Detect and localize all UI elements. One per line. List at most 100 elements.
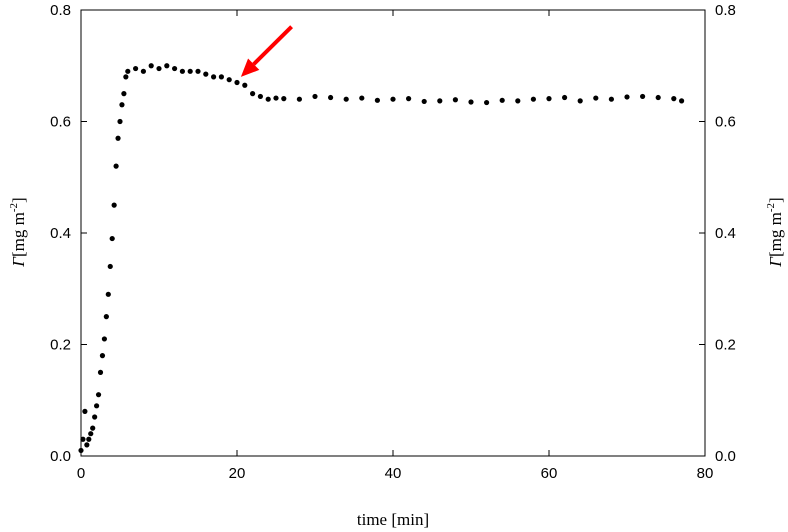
data-point — [374, 97, 380, 103]
data-points — [78, 63, 685, 454]
x-tick-labels: 0 20 40 60 80 — [77, 465, 714, 482]
data-point — [211, 74, 217, 80]
data-point — [390, 96, 396, 102]
data-point — [101, 336, 107, 342]
data-point — [164, 63, 170, 69]
data-point — [92, 414, 98, 420]
data-point — [97, 369, 104, 375]
data-point — [90, 425, 96, 431]
data-point — [103, 314, 109, 320]
y-right-tick-label: 0.8 — [715, 2, 736, 19]
y-right-axis-symbol: Γ — [766, 256, 785, 268]
y-right-tick-labels: 0.0 0.2 0.4 0.6 0.8 — [715, 2, 736, 465]
data-point — [468, 99, 474, 105]
data-point — [343, 96, 349, 102]
y-tick-label: 0.0 — [50, 448, 71, 465]
data-point — [226, 77, 232, 83]
y-right-tick-label: 0.6 — [715, 114, 736, 131]
x-axis-title: time [min] — [357, 510, 429, 529]
data-point — [105, 291, 111, 297]
data-point — [312, 93, 318, 100]
data-point — [562, 94, 568, 101]
data-point — [218, 74, 224, 80]
data-point — [140, 68, 146, 74]
data-point — [624, 94, 630, 100]
y-axis-unit: [mg m — [9, 212, 28, 257]
data-point — [133, 65, 139, 72]
data-point — [640, 93, 646, 100]
y-tick-label: 0.6 — [50, 114, 71, 131]
data-point — [608, 96, 615, 102]
x-tick-label: 40 — [385, 465, 402, 482]
axis-ticks — [80, 9, 706, 457]
data-point — [95, 392, 102, 398]
data-point — [115, 135, 121, 141]
data-point — [359, 95, 365, 101]
data-point — [515, 98, 521, 104]
y-right-tick-label: 0.2 — [715, 337, 736, 354]
data-point — [406, 96, 412, 102]
data-point — [156, 65, 162, 72]
y-right-tick-label: 0.0 — [715, 448, 736, 465]
x-tick-label: 80 — [697, 465, 714, 482]
y-tick-label: 0.2 — [50, 337, 71, 354]
data-point — [499, 97, 505, 103]
data-point — [111, 202, 117, 208]
y-right-axis-title: Γ[mg m-2] — [765, 197, 785, 267]
data-point — [546, 96, 552, 102]
data-point — [484, 99, 490, 106]
data-point — [671, 96, 677, 102]
data-point — [257, 93, 263, 100]
y-axis-symbol: Γ — [9, 256, 28, 268]
data-point — [80, 436, 86, 442]
data-point — [530, 96, 537, 102]
data-point — [203, 71, 209, 77]
data-point — [82, 408, 88, 414]
data-point — [107, 263, 113, 270]
data-point — [109, 235, 115, 242]
data-point — [119, 102, 125, 108]
data-point — [250, 91, 256, 97]
data-point — [242, 82, 248, 88]
plot-area-border — [80, 9, 706, 457]
data-point — [123, 74, 129, 80]
data-point — [195, 68, 201, 74]
data-point — [187, 68, 193, 74]
data-point — [172, 65, 178, 72]
x-tick-label: 20 — [229, 465, 246, 482]
data-point — [117, 118, 123, 125]
data-point — [113, 163, 119, 169]
y-right-tick-label: 0.4 — [715, 225, 736, 242]
data-point — [421, 98, 427, 105]
data-point — [655, 94, 661, 101]
arrow-shaft — [252, 25, 294, 66]
y-right-axis-exponent: -2 — [765, 203, 777, 212]
data-point — [593, 95, 599, 101]
data-point — [328, 94, 334, 101]
y-axis-unit-close: ] — [9, 197, 28, 203]
data-point — [234, 79, 240, 86]
plot-frame — [80, 9, 706, 457]
data-point — [296, 96, 302, 102]
data-point — [179, 68, 185, 74]
y-tick-labels: 0.0 0.2 0.4 0.6 0.8 — [50, 2, 71, 465]
x-tick-label: 60 — [541, 465, 558, 482]
data-point — [121, 91, 127, 97]
x-tick-label: 0 — [77, 465, 85, 482]
data-point — [577, 98, 583, 104]
arrow-head — [240, 58, 260, 77]
data-point — [78, 447, 84, 454]
data-point — [86, 436, 92, 442]
data-point — [273, 95, 279, 101]
data-point — [94, 403, 100, 409]
data-point — [125, 68, 131, 74]
data-point — [679, 98, 685, 104]
data-point — [84, 442, 90, 448]
data-point — [148, 63, 154, 69]
y-axis-exponent: -2 — [8, 203, 20, 212]
data-point — [281, 96, 287, 102]
y-axis-title: Γ[mg m-2] — [8, 197, 28, 267]
y-right-axis-unit-close: ] — [766, 197, 785, 203]
data-point — [265, 96, 271, 102]
